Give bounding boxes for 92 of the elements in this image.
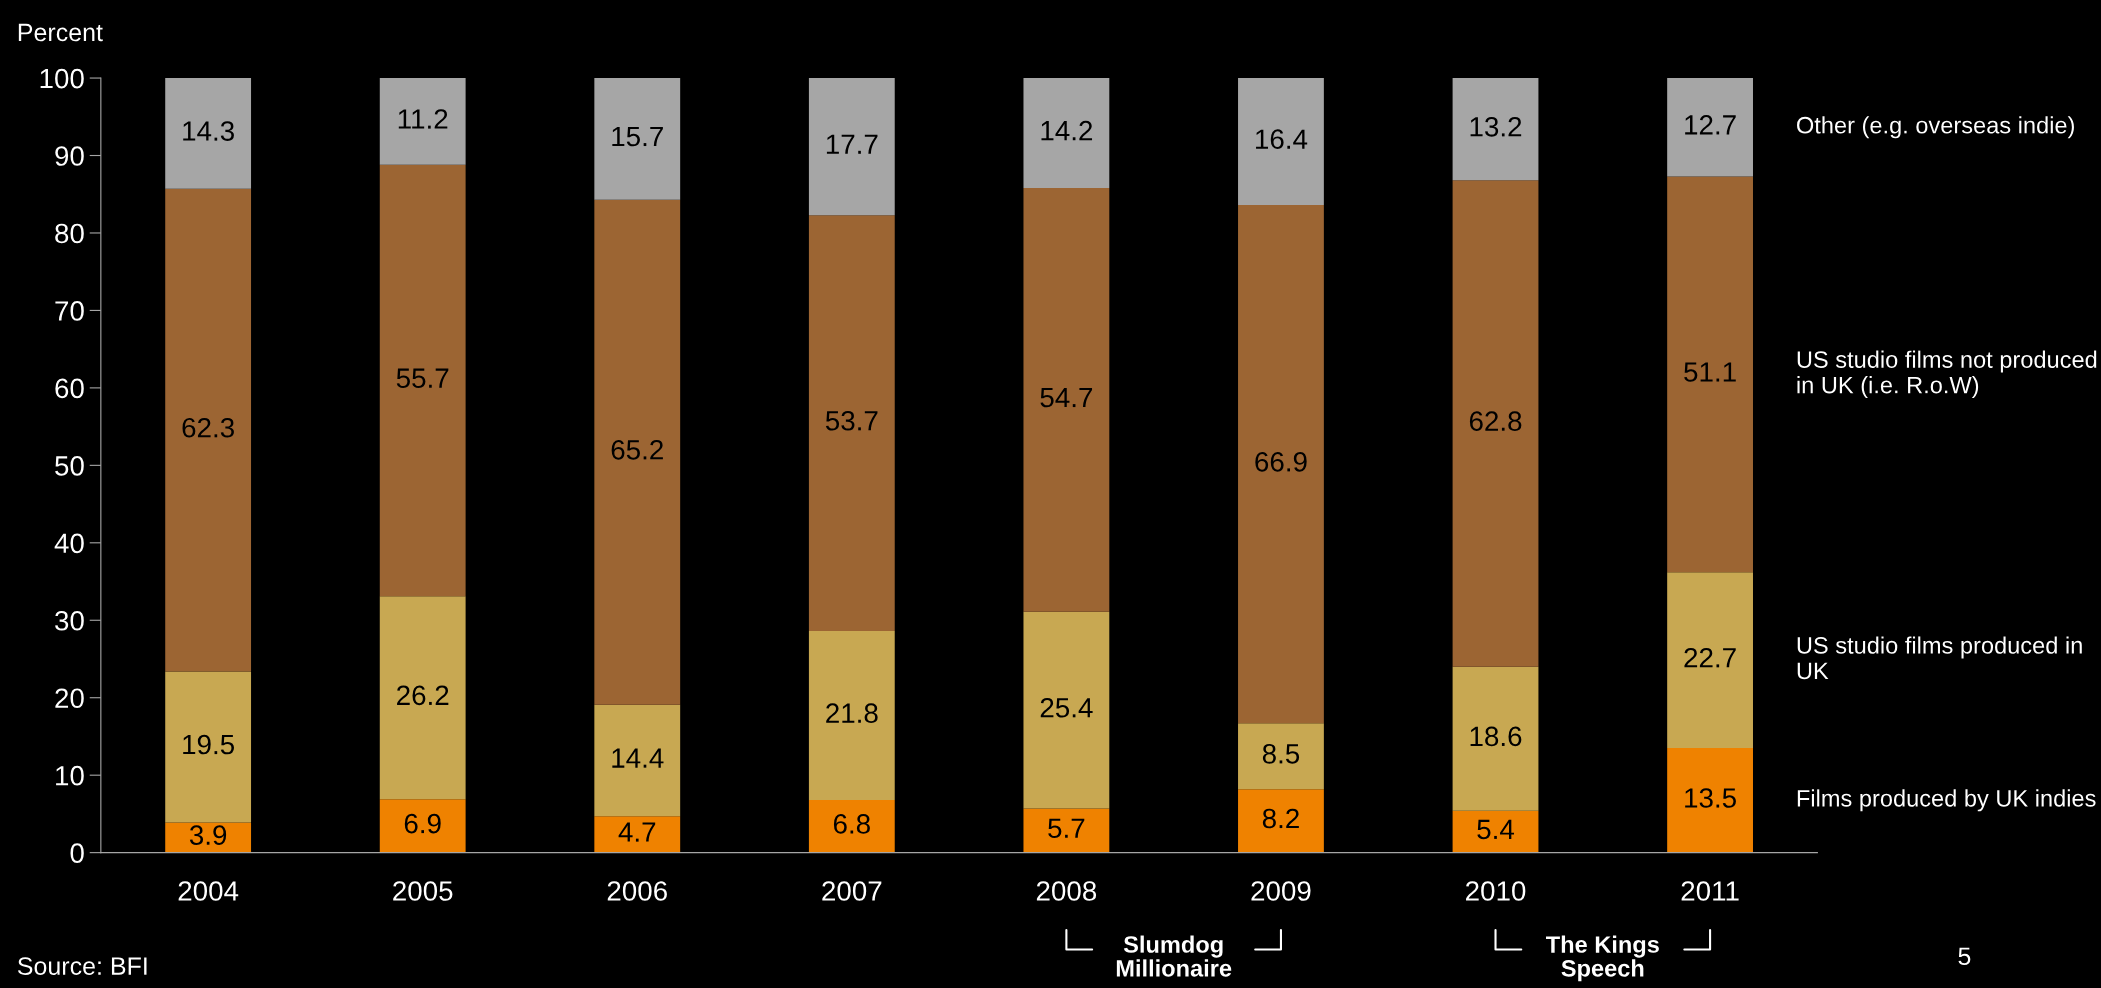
data-label: 5.7 bbox=[1048, 818, 1085, 839]
data-label: 5.4 bbox=[1477, 819, 1515, 840]
bar bbox=[1667, 572, 1753, 749]
x-tick-label: 2007 bbox=[822, 881, 882, 901]
x-tick-label: 2009 bbox=[1251, 881, 1311, 901]
bar bbox=[379, 164, 466, 597]
x-tick-label: 2010 bbox=[1466, 881, 1526, 901]
bar bbox=[1452, 180, 1539, 667]
bar bbox=[1667, 748, 1753, 853]
bar bbox=[1238, 78, 1324, 206]
y-tick-label: 100 bbox=[40, 68, 84, 89]
data-label: 6.9 bbox=[404, 813, 441, 834]
series-label: US studio films produced in UK bbox=[1797, 636, 2082, 680]
bar bbox=[379, 596, 466, 800]
text: The Kings Speech bbox=[1546, 935, 1659, 982]
y-tick-label: 40 bbox=[54, 533, 84, 554]
data-label: 21.8 bbox=[826, 703, 878, 723]
bar bbox=[808, 799, 895, 853]
data-label: 17.7 bbox=[826, 134, 878, 154]
data-label: 4.7 bbox=[618, 822, 656, 842]
data-label: 51.1 bbox=[1684, 362, 1736, 382]
bar bbox=[1023, 611, 1110, 809]
bar bbox=[1667, 78, 1753, 177]
bar bbox=[1023, 808, 1110, 853]
bar bbox=[808, 78, 895, 216]
y-axis-title: Percent bbox=[18, 23, 103, 42]
data-label: 62.3 bbox=[182, 417, 234, 438]
data-label: 18.6 bbox=[1470, 726, 1522, 747]
y-tick-label: 70 bbox=[55, 301, 84, 321]
data-label: 14.2 bbox=[1041, 120, 1093, 141]
data-label: 14.3 bbox=[183, 121, 234, 141]
data-label: 25.4 bbox=[1040, 697, 1093, 718]
data-label: 14.4 bbox=[612, 748, 664, 768]
data-label: 12.7 bbox=[1685, 115, 1736, 135]
data-label: 3.9 bbox=[189, 825, 227, 845]
bar bbox=[165, 188, 252, 672]
series-label: Films produced by UK indies bbox=[1797, 789, 2096, 812]
series-label: Other (e.g. overseas indie) bbox=[1797, 116, 2074, 139]
bar bbox=[808, 215, 895, 632]
data-label: 55.7 bbox=[396, 368, 449, 388]
bar bbox=[808, 631, 895, 800]
y-tick-label: 30 bbox=[55, 610, 84, 631]
data-label: 53.7 bbox=[825, 410, 878, 431]
y-tick-label: 0 bbox=[70, 843, 84, 863]
bar bbox=[379, 78, 466, 165]
text: Slumdog Millionaire bbox=[1116, 935, 1232, 977]
series-label: US studio films not produced in UK (i.e. R.o.W) bbox=[1797, 350, 2097, 399]
bar bbox=[165, 78, 252, 189]
data-label: 11.2 bbox=[398, 109, 448, 129]
x-tick-label: 2005 bbox=[393, 881, 453, 901]
data-label: 66.9 bbox=[1255, 451, 1307, 472]
data-label: 16.4 bbox=[1256, 129, 1308, 150]
bar bbox=[165, 822, 252, 853]
bar bbox=[1238, 789, 1324, 853]
data-label: 13.2 bbox=[1470, 116, 1522, 137]
y-tick-label: 80 bbox=[55, 223, 84, 244]
x-tick-label: 2006 bbox=[607, 881, 667, 901]
data-label: 13.5 bbox=[1685, 788, 1736, 808]
bar bbox=[165, 671, 252, 823]
data-label: 15.7 bbox=[612, 126, 663, 147]
bar bbox=[1667, 176, 1753, 573]
x-tick-label: 2008 bbox=[1036, 881, 1097, 901]
x-tick-label: 2004 bbox=[178, 881, 239, 901]
data-label: 19.5 bbox=[183, 734, 234, 755]
data-label: 8.5 bbox=[1262, 743, 1300, 764]
source-note: Source: BFI bbox=[17, 957, 147, 975]
bar bbox=[1238, 205, 1324, 724]
data-label: 54.7 bbox=[1040, 387, 1093, 408]
y-tick-label: 20 bbox=[55, 688, 84, 709]
y-tick-label: 90 bbox=[55, 146, 84, 166]
data-label: 65.2 bbox=[611, 439, 663, 460]
data-label: 22.7 bbox=[1684, 647, 1736, 668]
data-label: 8.2 bbox=[1262, 808, 1299, 829]
bar bbox=[594, 816, 681, 853]
bar bbox=[1238, 723, 1324, 790]
bar bbox=[1023, 78, 1110, 189]
bar bbox=[594, 704, 681, 817]
bar bbox=[1452, 78, 1539, 181]
data-label: 26.2 bbox=[397, 685, 449, 706]
data-label: 62.8 bbox=[1469, 411, 1522, 431]
text: 5 bbox=[1958, 947, 1971, 966]
y-tick-label: 10 bbox=[56, 765, 84, 786]
x-tick-label: 2011 bbox=[1681, 881, 1739, 901]
data-label: 6.8 bbox=[833, 814, 870, 834]
bar bbox=[594, 199, 681, 705]
y-tick-label: 50 bbox=[55, 456, 84, 476]
bar bbox=[1452, 666, 1539, 811]
bar bbox=[1452, 810, 1539, 853]
y-tick-label: 60 bbox=[55, 378, 84, 399]
bar bbox=[379, 799, 466, 853]
bar bbox=[1023, 188, 1110, 612]
bar bbox=[594, 78, 681, 200]
